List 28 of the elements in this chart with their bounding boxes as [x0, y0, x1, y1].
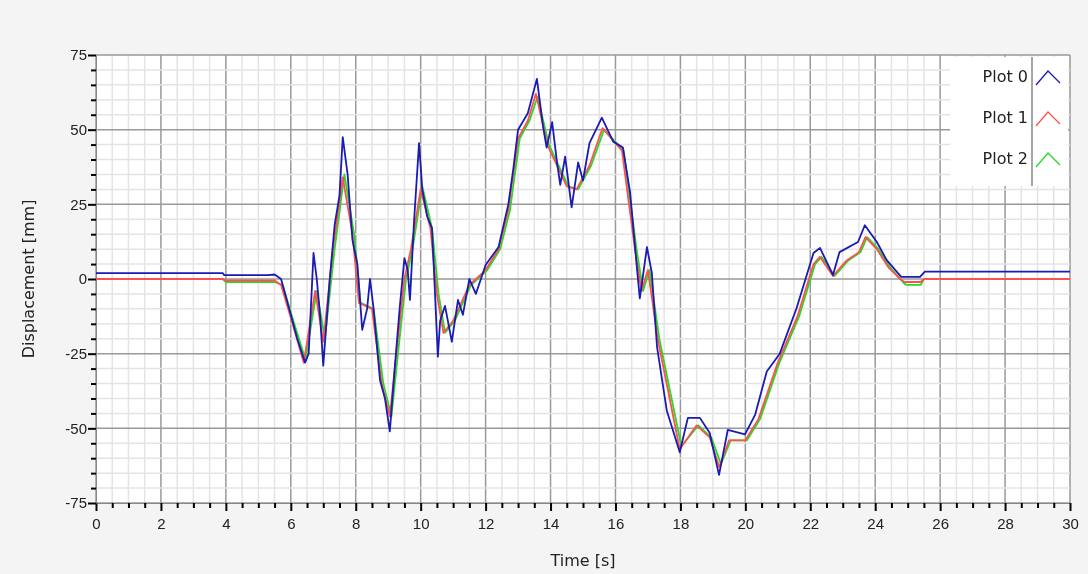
x-tick-label: 4 — [222, 514, 231, 532]
y-tick-label: 0 — [78, 270, 87, 288]
y-tick-label: -75 — [65, 494, 87, 512]
x-tick-label: 24 — [867, 514, 885, 532]
x-tick-label: 6 — [287, 514, 296, 532]
x-tick-label: 30 — [1062, 514, 1079, 532]
legend-label: Plot 2 — [982, 149, 1028, 168]
x-tick-label: 20 — [737, 514, 755, 532]
legend-label: Plot 0 — [982, 67, 1028, 86]
y-tick-label: 75 — [70, 46, 87, 64]
y-tick-label: -25 — [65, 344, 87, 362]
x-tick-label: 12 — [477, 514, 495, 532]
x-tick-label: 10 — [412, 514, 430, 532]
x-tick-label: 26 — [932, 514, 949, 532]
x-tick-label: 28 — [997, 514, 1014, 532]
x-tick-label: 14 — [542, 514, 560, 532]
x-tick-label: 8 — [352, 514, 361, 532]
y-axis-title: Displacement [mm] — [19, 199, 38, 359]
x-tick-label: 16 — [607, 514, 625, 532]
x-tick-label: 0 — [92, 514, 101, 532]
legend-label: Plot 1 — [982, 108, 1028, 127]
y-tick-label: -50 — [65, 419, 87, 437]
x-tick-label: 22 — [802, 514, 820, 532]
y-tick-label: 25 — [70, 195, 87, 213]
y-tick-label: 50 — [70, 120, 87, 138]
x-tick-label: 2 — [157, 514, 166, 532]
x-axis-title: Time [s] — [549, 551, 616, 570]
x-tick-label: 18 — [672, 514, 690, 532]
